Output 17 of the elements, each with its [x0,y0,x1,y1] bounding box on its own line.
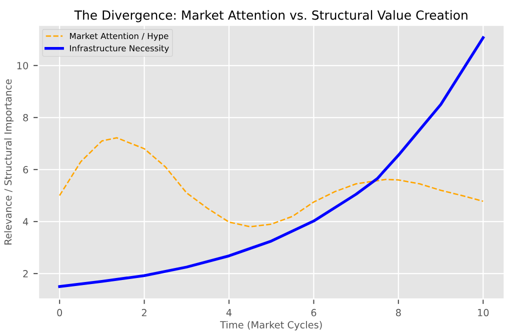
x-tick-label: 10 [478,308,489,316]
x-tick-label: 2 [142,308,146,316]
y-tick-label: 2 [23,270,28,278]
x-tick-label: 6 [311,308,316,316]
legend-label: Market Attention / Hype [70,32,168,41]
x-axis-title: Time (Market Cycles) [220,320,322,330]
y-axis-title: Relevance / Structural Importance [4,79,14,244]
y-tick-label: 10 [17,62,28,70]
x-tick-label: 4 [226,309,232,316]
x-tick-label: 0 [57,308,62,316]
legend-label: Infrastructure Necessity [70,44,169,53]
x-tick-label: 8 [396,308,401,316]
chart-title: The Divergence: Market Attention vs. Structural Value Creation [74,10,468,22]
y-tick-label: 8 [23,114,28,122]
line-series [58,137,484,228]
y-tick-label: 6 [23,166,28,174]
y-tick-label: 4 [22,218,28,226]
